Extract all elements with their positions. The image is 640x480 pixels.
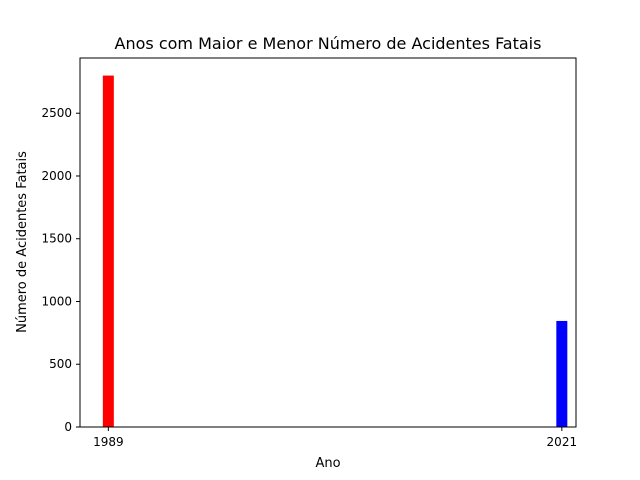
y-tick-label: 0 [64, 420, 72, 434]
x-tick-label: 2021 [547, 435, 578, 449]
x-axis-label: Ano [315, 456, 340, 471]
ticks-layer: 0 500 1000 1500 2000 2500 1989 2021 [41, 106, 577, 449]
chart-title: Anos com Maior e Menor Número de Acident… [115, 34, 542, 53]
bar-2021 [556, 320, 568, 427]
y-tick-label: 2000 [41, 169, 72, 183]
x-tick-label: 1989 [93, 435, 124, 449]
y-tick-label: 500 [49, 357, 72, 371]
y-tick-label: 2500 [41, 106, 72, 120]
plot-frame [79, 57, 577, 428]
bars-layer [102, 75, 568, 428]
y-tick-label: 1000 [41, 294, 72, 308]
bar-1989 [102, 75, 114, 428]
y-tick-label: 1500 [41, 232, 72, 246]
y-axis-label: Número de Acidentes Fatais [15, 151, 30, 333]
